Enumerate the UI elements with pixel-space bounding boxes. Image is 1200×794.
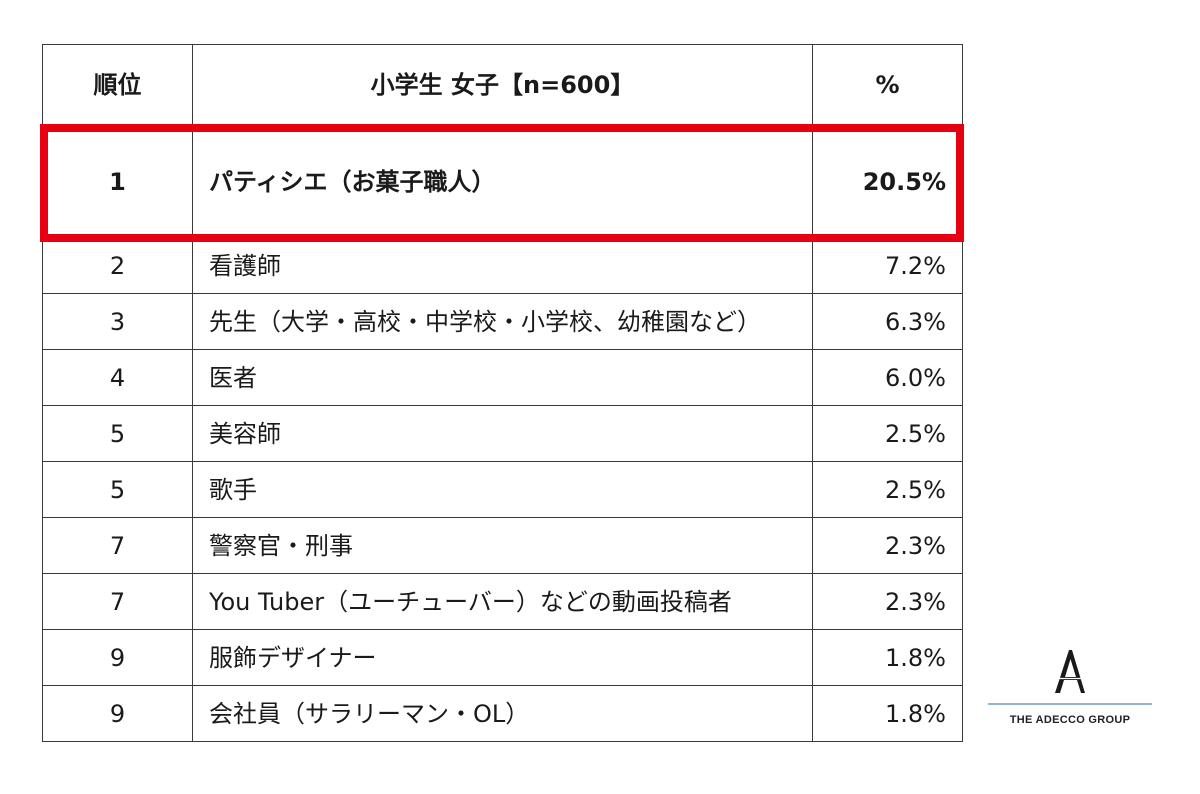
table-row: 3 先生（大学・高校・中学校・小学校、幼稚園など） 6.3% bbox=[42, 293, 963, 350]
rank-cell: 2 bbox=[42, 237, 193, 294]
rank-cell: 1 bbox=[42, 125, 193, 238]
rank-cell: 9 bbox=[42, 629, 193, 686]
rank-cell: 9 bbox=[42, 685, 193, 742]
logo-divider bbox=[988, 703, 1152, 705]
header-job: 小学生 女子【n=600】 bbox=[192, 44, 813, 126]
job-cell: 先生（大学・高校・中学校・小学校、幼稚園など） bbox=[192, 293, 813, 350]
table-row: 7 警察官・刑事 2.3% bbox=[42, 517, 963, 574]
table-row-top: 1 パティシエ（お菓子職人） 20.5% bbox=[42, 125, 963, 238]
percent-cell: 6.0% bbox=[812, 349, 963, 406]
rank-cell: 7 bbox=[42, 517, 193, 574]
table-row: 5 美容師 2.5% bbox=[42, 405, 963, 462]
rank-cell: 7 bbox=[42, 573, 193, 630]
percent-cell: 1.8% bbox=[812, 629, 963, 686]
table-row: 2 看護師 7.2% bbox=[42, 237, 963, 294]
percent-cell: 7.2% bbox=[812, 237, 963, 294]
table-row: 9 服飾デザイナー 1.8% bbox=[42, 629, 963, 686]
job-cell: You Tuber（ユーチューバー）などの動画投稿者 bbox=[192, 573, 813, 630]
rank-cell: 5 bbox=[42, 405, 193, 462]
percent-cell: 20.5% bbox=[812, 125, 963, 238]
adecco-a-mark-icon bbox=[1055, 650, 1086, 693]
job-cell: 歌手 bbox=[192, 461, 813, 518]
job-cell: 美容師 bbox=[192, 405, 813, 462]
percent-cell: 6.3% bbox=[812, 293, 963, 350]
rank-cell: 4 bbox=[42, 349, 193, 406]
percent-cell: 2.3% bbox=[812, 573, 963, 630]
job-cell: パティシエ（お菓子職人） bbox=[192, 125, 813, 238]
ranking-table: 順位 小学生 女子【n=600】 % 1 パティシエ（お菓子職人） 20.5% … bbox=[42, 44, 963, 742]
job-cell: 医者 bbox=[192, 349, 813, 406]
header-rank: 順位 bbox=[42, 44, 193, 126]
table-row: 9 会社員（サラリーマン・OL） 1.8% bbox=[42, 685, 963, 742]
table-row: 4 医者 6.0% bbox=[42, 349, 963, 406]
job-cell: 服飾デザイナー bbox=[192, 629, 813, 686]
rank-cell: 5 bbox=[42, 461, 193, 518]
rank-cell: 3 bbox=[42, 293, 193, 350]
job-cell: 会社員（サラリーマン・OL） bbox=[192, 685, 813, 742]
header-percent: % bbox=[812, 44, 963, 126]
job-cell: 警察官・刑事 bbox=[192, 517, 813, 574]
percent-cell: 2.5% bbox=[812, 405, 963, 462]
table-row: 7 You Tuber（ユーチューバー）などの動画投稿者 2.3% bbox=[42, 573, 963, 630]
header-row: 順位 小学生 女子【n=600】 % bbox=[42, 44, 963, 126]
percent-cell: 1.8% bbox=[812, 685, 963, 742]
percent-cell: 2.5% bbox=[812, 461, 963, 518]
job-cell: 看護師 bbox=[192, 237, 813, 294]
table-row: 5 歌手 2.5% bbox=[42, 461, 963, 518]
logo-text: THE ADECCO GROUP bbox=[1009, 714, 1131, 726]
adecco-logo: THE ADECCO GROUP bbox=[982, 648, 1158, 736]
percent-cell: 2.3% bbox=[812, 517, 963, 574]
